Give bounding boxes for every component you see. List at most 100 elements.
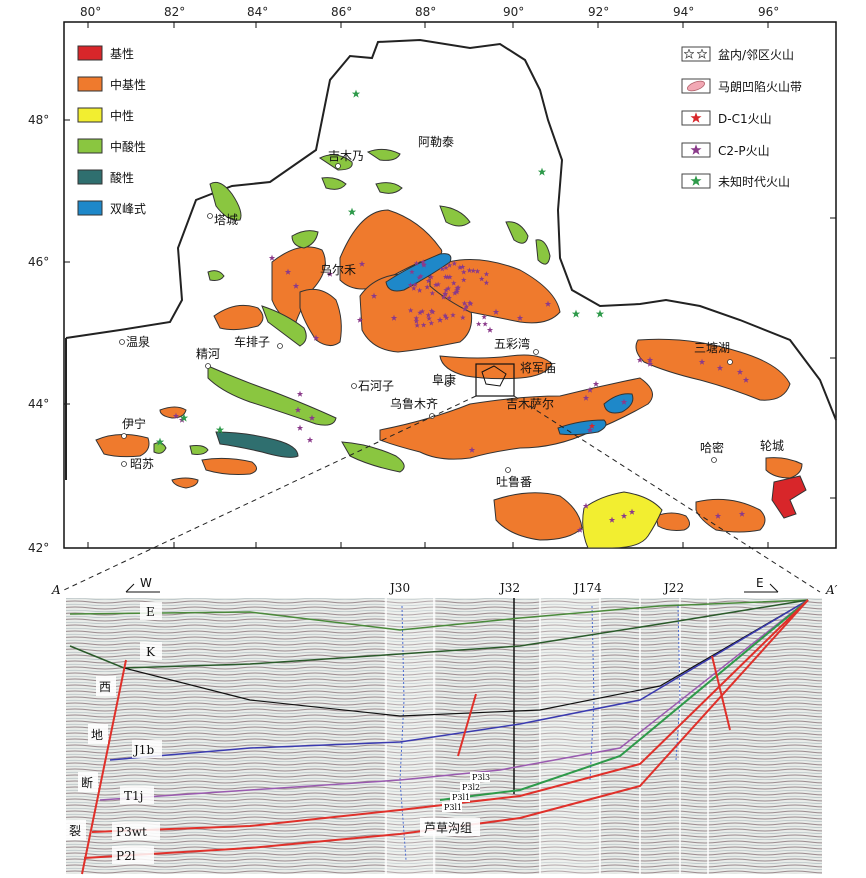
label-box-k: K bbox=[140, 642, 162, 660]
lon-tick: 80° bbox=[80, 5, 101, 19]
legend-label: 基性 bbox=[110, 47, 134, 61]
group-label: 芦草沟组 bbox=[420, 818, 480, 836]
horizon-labels: E K J1b T1j P3wt P2l bbox=[112, 602, 162, 864]
body-intermediate-acid bbox=[261, 305, 307, 347]
place-label: 吉木乃 bbox=[328, 149, 364, 163]
body-intermediate-acid bbox=[207, 270, 225, 281]
body-intermediate-acid bbox=[375, 182, 403, 194]
place-label: 精河 bbox=[196, 347, 220, 361]
legend-swatch bbox=[77, 200, 103, 216]
body-acid bbox=[215, 431, 299, 458]
svg-text:断: 断 bbox=[81, 775, 93, 790]
label-box-e: E bbox=[140, 602, 162, 620]
endpoint-a: A bbox=[51, 583, 61, 597]
place-label: 乌鲁木齐 bbox=[390, 396, 438, 411]
lon-tick: 92° bbox=[588, 5, 609, 19]
lon-tick: 86° bbox=[331, 5, 352, 19]
lon-tick: 82° bbox=[164, 5, 185, 19]
place-label: 昭苏 bbox=[130, 457, 154, 471]
svg-text:盆内/邻区火山: 盆内/邻区火山 bbox=[718, 48, 794, 62]
east-arrow: E bbox=[744, 576, 779, 593]
body-intermediate-acid bbox=[189, 445, 209, 455]
well-label: J30 bbox=[388, 581, 410, 595]
study-area-outline bbox=[481, 365, 507, 387]
basin-boundary bbox=[65, 38, 837, 421]
well-label: J22 bbox=[662, 581, 684, 595]
svg-text:P3l2: P3l2 bbox=[462, 783, 480, 792]
volcanic-bodies bbox=[95, 148, 807, 549]
svg-text:地: 地 bbox=[91, 728, 103, 742]
west-boundary-fault bbox=[81, 659, 127, 875]
legend-swatch bbox=[77, 138, 103, 154]
faults bbox=[81, 655, 731, 875]
svg-text:E: E bbox=[756, 576, 764, 590]
endpoint-a-prime: A′ bbox=[825, 583, 838, 597]
place-label: 阜康 bbox=[432, 372, 456, 387]
place-label: 三塘湖 bbox=[694, 340, 730, 355]
svg-text:P3wt: P3wt bbox=[116, 825, 147, 839]
place-dots bbox=[119, 163, 733, 473]
svg-text:K: K bbox=[146, 645, 156, 659]
horizon-p3l bbox=[439, 599, 809, 801]
svg-text:C2-P火山: C2-P火山 bbox=[718, 144, 770, 158]
body-intermediate-acid bbox=[341, 441, 405, 473]
body-intermediate-basic bbox=[95, 434, 150, 458]
legend-label: 酸性 bbox=[110, 170, 134, 185]
lat-tick: 48° bbox=[28, 113, 49, 127]
body-intermediate-acid bbox=[439, 205, 471, 227]
well-labels: J30 J32 J174 J22 bbox=[388, 581, 684, 595]
body-bimodal bbox=[603, 393, 634, 414]
legend-item: 中基性 bbox=[77, 76, 146, 92]
legend-label: 中性 bbox=[110, 108, 134, 123]
label-box-j1b: J1b bbox=[132, 740, 162, 758]
svg-text:西: 西 bbox=[99, 680, 111, 694]
label-box-p2l: P2l bbox=[112, 846, 154, 864]
body-intermediate bbox=[582, 491, 663, 549]
label-box-p3wt: P3wt bbox=[112, 822, 160, 840]
body-intermediate-acid bbox=[319, 154, 353, 171]
body-intermediate-basic bbox=[493, 492, 583, 541]
svg-text:D-C1火山: D-C1火山 bbox=[718, 112, 772, 126]
body-intermediate-acid bbox=[291, 230, 319, 249]
study-area-box bbox=[475, 363, 515, 397]
svg-text:裂: 裂 bbox=[69, 824, 81, 838]
lucaogou-sublabels: P3l3 P3l2 P3l1 P3l1 bbox=[442, 772, 490, 812]
svg-text:P3l1: P3l1 bbox=[444, 803, 462, 812]
legend-label: 双峰式 bbox=[110, 202, 146, 216]
pink-ellipse-icon bbox=[687, 80, 705, 92]
body-intermediate-basic bbox=[159, 406, 187, 419]
legend-label: 中基性 bbox=[110, 77, 146, 92]
body-intermediate-basic bbox=[765, 457, 803, 479]
place-label: 哈密 bbox=[700, 440, 724, 455]
place-labels: 吉木乃 阿勒泰 塔城 乌尔禾 温泉 精河 车排子 五彩湾 将军庙 石河子 阜康 … bbox=[122, 135, 784, 489]
legend-item: 中酸性 bbox=[77, 138, 146, 154]
legend-item: 双峰式 bbox=[77, 200, 146, 216]
lat-tick: 44° bbox=[28, 397, 49, 411]
body-basic bbox=[771, 475, 807, 519]
body-intermediate-acid bbox=[209, 181, 242, 221]
place-label: 车排子 bbox=[234, 334, 270, 349]
body-intermediate-acid bbox=[535, 239, 551, 265]
svg-text:W: W bbox=[140, 576, 152, 590]
svg-text:未知时代火山: 未知时代火山 bbox=[718, 175, 790, 189]
place-label: 伊宁 bbox=[122, 416, 146, 431]
place-label: 乌尔禾 bbox=[320, 262, 356, 277]
lon-tick: 94° bbox=[673, 5, 694, 19]
place-label: 阿勒泰 bbox=[418, 135, 454, 149]
body-intermediate-basic bbox=[635, 338, 791, 401]
fault-name-labels: 西 地 断 裂 bbox=[66, 676, 116, 840]
body-intermediate-acid bbox=[366, 148, 401, 161]
legend-swatch bbox=[77, 76, 103, 92]
legend-item: D-C1火山 bbox=[681, 110, 772, 126]
legend-item: 中性 bbox=[77, 107, 134, 123]
body-intermediate-acid bbox=[207, 365, 337, 426]
body-intermediate-basic bbox=[213, 304, 264, 331]
body-intermediate-basic bbox=[299, 288, 342, 346]
legend-swatch bbox=[77, 107, 103, 123]
place-label: 将军庙 bbox=[520, 361, 556, 375]
lat-tick: 46° bbox=[28, 255, 49, 269]
legend-item: C2-P火山 bbox=[681, 142, 770, 158]
body-intermediate-acid bbox=[505, 221, 529, 244]
